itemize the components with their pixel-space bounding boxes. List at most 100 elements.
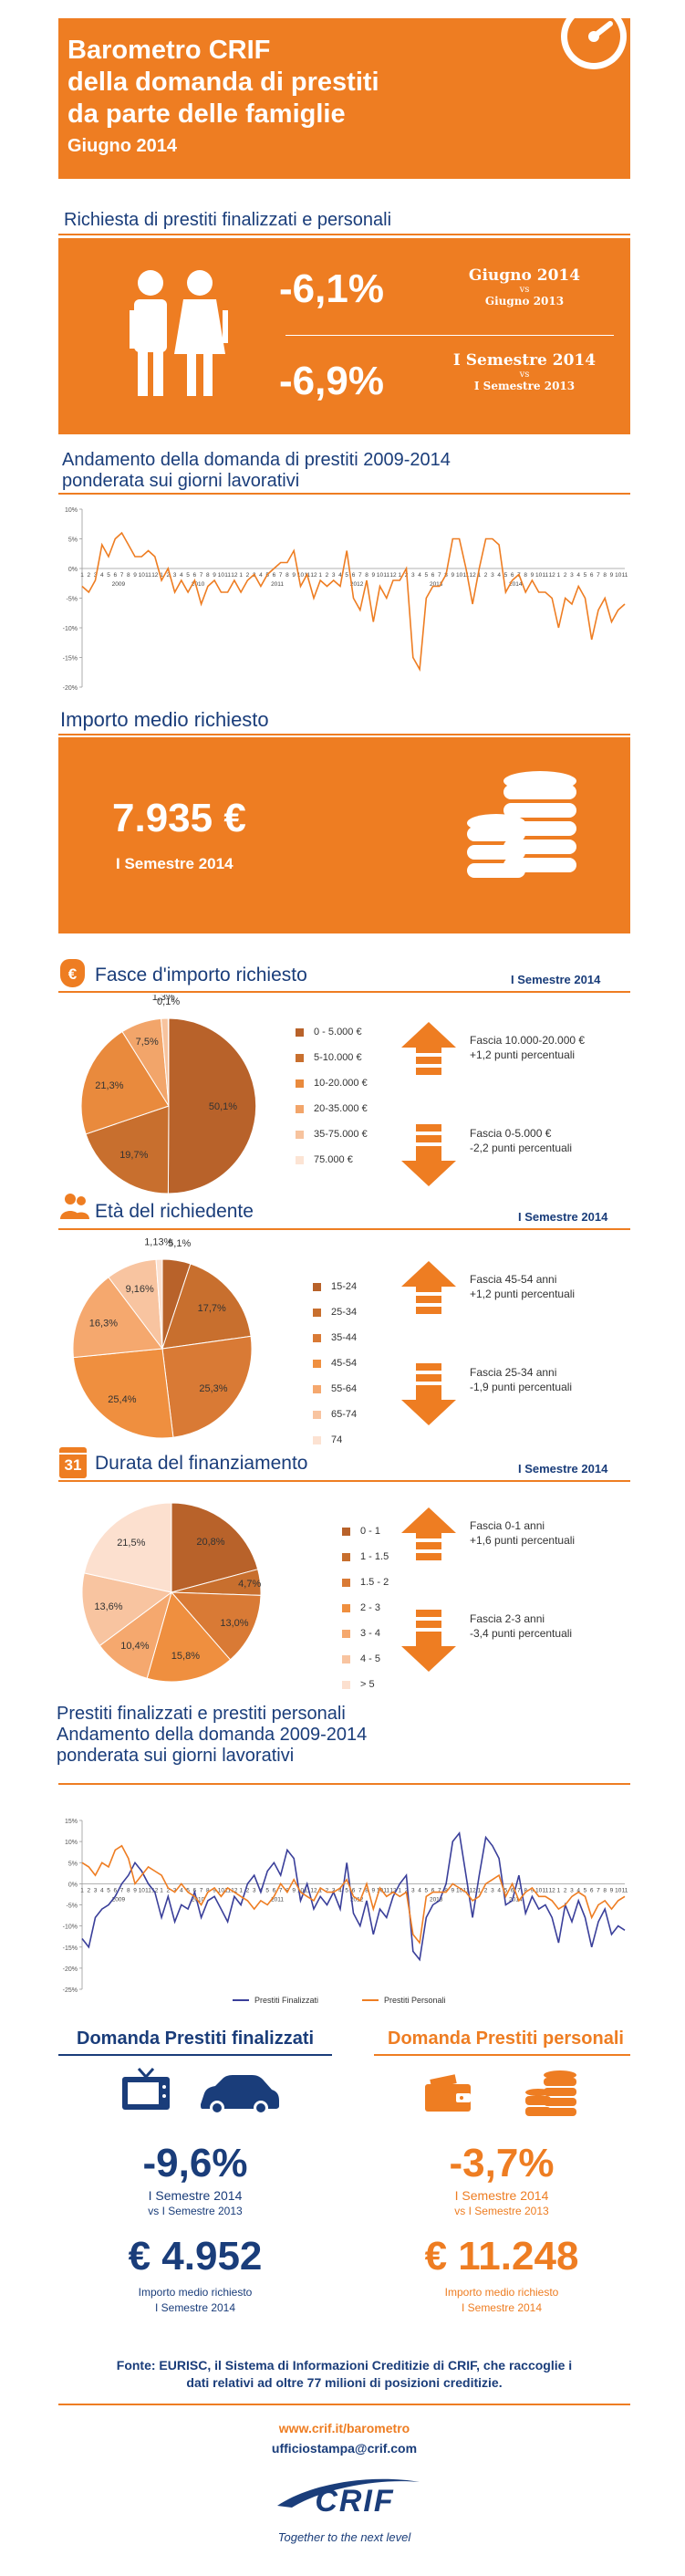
change-note-line-2: -2,2 punti percentuali [470, 1142, 573, 1154]
month-tick-label: 1 [239, 572, 243, 579]
month-tick-label: 9 [451, 572, 455, 579]
pie-slice [83, 1502, 172, 1593]
month-tick-label: 9 [531, 572, 535, 579]
legend-item: > 5 [341, 1672, 389, 1697]
age-semester: I Semestre 2014 [518, 1210, 608, 1224]
month-tick-label: 1 [318, 572, 322, 579]
change-note-line-2: -1,9 punti percentuali [470, 1381, 573, 1393]
month-tick-label: 10 [535, 572, 543, 579]
trend2-rule [58, 1783, 630, 1785]
trend-title-line-1: Andamento della domanda di prestiti 2009… [62, 450, 451, 470]
footer-rule [58, 2404, 630, 2405]
barometro-link[interactable]: www.crif.it/barometro [278, 2421, 410, 2435]
pie-value-label: 7,5% [136, 1037, 159, 1048]
month-tick-label: 4 [100, 572, 104, 579]
month-tick-label: 10 [377, 1887, 384, 1893]
average-period: I Semestre 2014 [116, 855, 234, 872]
month-tick-label: 3 [253, 1887, 256, 1893]
month-tick-label: 12 [310, 1887, 317, 1893]
change-note-line-2: -3,4 punti percentuali [470, 1627, 573, 1640]
legend-item: 1.5 - 2 [341, 1570, 389, 1595]
pie-value-label: 15,8% [171, 1651, 200, 1662]
pie-slice [161, 1263, 252, 1350]
month-tick-label: 6 [273, 1887, 276, 1893]
month-tick-label: 11 [543, 1887, 549, 1893]
month-tick-label: 10 [615, 572, 622, 579]
legend-label: 25-34 [331, 1307, 358, 1318]
month-tick-label: 7 [120, 1887, 124, 1893]
personali-amount: € 11.248 [424, 2234, 579, 2279]
month-tick-label: 11 [462, 1887, 469, 1893]
press-email-link[interactable]: ufficiostampa@crif.com [271, 2441, 418, 2456]
month-tick-label: 10 [297, 572, 305, 579]
legend-item: 75.000 € [295, 1147, 368, 1173]
change-note-line-1: Fascia 10.000-20.000 € [470, 1034, 586, 1047]
pie-value-label: 13,6% [94, 1601, 122, 1612]
legend-item: 65-74 [312, 1402, 357, 1427]
month-tick-label: 3 [332, 572, 336, 579]
duration-pie: 20,8% 4,7% 13,0% 15,8% 10,4% 13,6% 21,5% [81, 1502, 262, 1683]
crif-logo: CRIF [270, 2473, 425, 2519]
arrow-up-icon [401, 1022, 456, 1075]
month-tick-label: 4 [338, 572, 342, 579]
legend-swatch [341, 1577, 351, 1588]
month-tick-label: 8 [524, 1887, 527, 1893]
month-tick-label: 6 [511, 1887, 514, 1893]
pie-value-label: 25,4% [108, 1394, 136, 1405]
month-tick-label: 11 [145, 1887, 151, 1893]
month-tick-label: 10 [139, 1887, 146, 1893]
calendar-day: 31 [64, 1456, 82, 1474]
legend-finalizzati: Prestiti Finalizzati [233, 1996, 318, 2005]
month-tick-label: 4 [497, 1887, 501, 1893]
change-note-line-1: Fascia 2-3 anni [470, 1612, 545, 1625]
pie-value-label: 25,3% [199, 1383, 227, 1394]
y-tick-label: -10% [63, 626, 78, 632]
month-tick-label: 11 [224, 1887, 231, 1893]
request-label-semester-main: I Semestre 2014 [452, 351, 597, 370]
coins-icon [467, 771, 576, 878]
finalizzati-rule [58, 2054, 332, 2056]
personali-sub-2: vs I Semestre 2013 [454, 2205, 549, 2217]
average-amount: 7.935 € [112, 796, 246, 840]
pie-slice [155, 1258, 163, 1350]
month-tick-label: 9 [133, 572, 137, 579]
trend2-title-line-3: ponderata sui giorni lavorativi [57, 1746, 295, 1766]
month-tick-label: 11 [622, 572, 628, 579]
month-tick-label: 6 [590, 572, 594, 579]
month-tick-label: 7 [597, 572, 600, 579]
change-note-2: Fascia 2-3 anni -3,4 punti percentuali [470, 1611, 572, 1641]
year-tick-label: 2011 [271, 581, 284, 588]
pie-slice [80, 1030, 170, 1135]
year-tick-label: 2011 [271, 1896, 284, 1903]
month-tick-label: 4 [100, 1887, 104, 1893]
legend-label: 5-10.000 € [314, 1052, 362, 1063]
change-note-line-2: +1,6 punti percentuali [470, 1534, 576, 1547]
change-note-1: Fascia 0-1 anni +1,6 punti percentuali [470, 1518, 575, 1548]
pie-slice [72, 1348, 174, 1439]
month-tick-label: 8 [206, 572, 210, 579]
month-tick-label: 1 [478, 572, 482, 579]
legend-item: 2 - 3 [341, 1595, 389, 1621]
age-pie: 5,1% 17,7% 25,3% 25,4% 16,3% 9,16% 1,13% [72, 1237, 253, 1439]
pie-value-label: 16,3% [89, 1319, 118, 1330]
legend-swatch [295, 1154, 305, 1165]
crif-tagline: Together to the next level [277, 2530, 411, 2544]
y-tick-label: 15% [65, 1819, 78, 1825]
month-tick-label: 5 [584, 572, 587, 579]
month-tick-label: 9 [213, 1887, 216, 1893]
month-tick-label: 10 [377, 572, 384, 579]
trend2-title: Prestiti finalizzati e prestiti personal… [57, 1704, 367, 1767]
legend-item: 45-54 [312, 1351, 357, 1376]
legend-item: 5-10.000 € [295, 1045, 368, 1070]
month-tick-label: 8 [603, 572, 607, 579]
month-tick-label: 1 [239, 1887, 243, 1893]
month-tick-label: 5 [345, 572, 348, 579]
month-tick-label: 7 [279, 572, 283, 579]
year-tick-label: 2009 [112, 581, 126, 588]
legend-swatch [312, 1409, 322, 1420]
month-tick-label: 8 [524, 572, 527, 579]
year-tick-label: 2010 [192, 581, 205, 588]
request-divider [285, 335, 614, 336]
month-tick-label: 9 [371, 572, 375, 579]
legend-label: 0 - 1 [360, 1526, 381, 1537]
